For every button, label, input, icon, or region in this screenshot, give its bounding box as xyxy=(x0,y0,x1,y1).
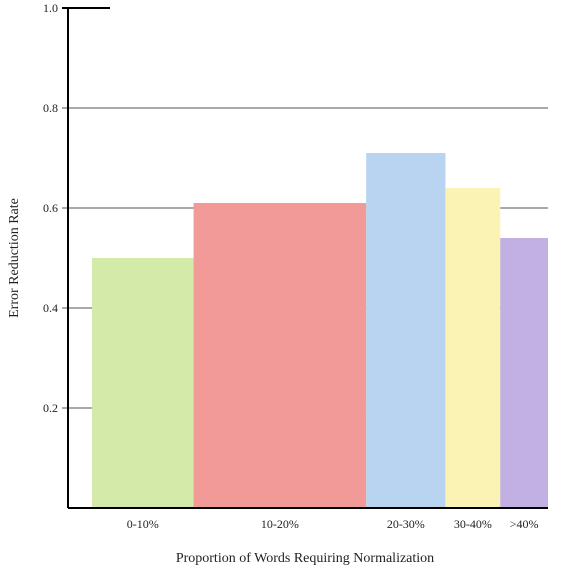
bar-3 xyxy=(366,153,445,508)
bar-1 xyxy=(92,258,194,508)
x-tick-label: 30-40% xyxy=(454,517,492,531)
bars xyxy=(92,153,548,508)
x-tick-label: 0-10% xyxy=(127,517,159,531)
x-tick-labels: 0-10% 10-20% 20-30% 30-40% >40% xyxy=(127,517,539,531)
bar-2 xyxy=(194,203,367,508)
x-axis-label: Proportion of Words Requiring Normalizat… xyxy=(176,551,434,566)
x-tick-label: 10-20% xyxy=(261,517,299,531)
y-tick-label: 0.8 xyxy=(43,101,58,115)
x-tick-label: >40% xyxy=(510,517,539,531)
y-tick-labels: 0.2 0.4 0.6 0.8 1.0 xyxy=(43,1,58,415)
y-tick-label: 0.4 xyxy=(43,301,58,315)
x-tick-label: 20-30% xyxy=(387,517,425,531)
y-axis-label: Error Reduction Rate xyxy=(7,198,22,318)
y-tick-label: 0.2 xyxy=(43,401,58,415)
y-tick-label: 0.6 xyxy=(43,201,58,215)
bar-4 xyxy=(445,188,500,508)
bar-5 xyxy=(500,238,548,508)
y-tick-label: 1.0 xyxy=(43,1,58,15)
